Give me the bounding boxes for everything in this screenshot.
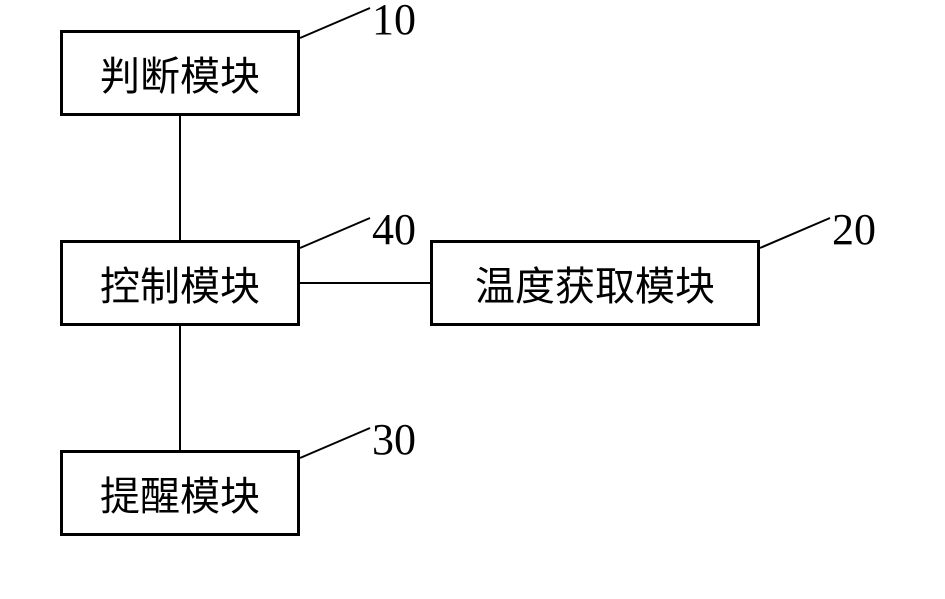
leader-30 bbox=[300, 428, 370, 458]
node-judgment-module: 判断模块 bbox=[60, 30, 300, 116]
ref-label-40: 40 bbox=[372, 204, 416, 255]
node-judgment-module-label: 判断模块 bbox=[100, 44, 260, 102]
ref-label-10: 10 bbox=[372, 0, 416, 45]
ref-label-30: 30 bbox=[372, 414, 416, 465]
node-control-module: 控制模块 bbox=[60, 240, 300, 326]
node-temperature-acquisition-module-label: 温度获取模块 bbox=[475, 254, 715, 312]
ref-label-20: 20 bbox=[832, 204, 876, 255]
leader-40 bbox=[300, 218, 370, 248]
leader-10 bbox=[300, 8, 370, 38]
node-temperature-acquisition-module: 温度获取模块 bbox=[430, 240, 760, 326]
leader-20 bbox=[760, 218, 830, 248]
node-reminder-module: 提醒模块 bbox=[60, 450, 300, 536]
node-control-module-label: 控制模块 bbox=[100, 254, 260, 312]
node-reminder-module-label: 提醒模块 bbox=[100, 464, 260, 522]
